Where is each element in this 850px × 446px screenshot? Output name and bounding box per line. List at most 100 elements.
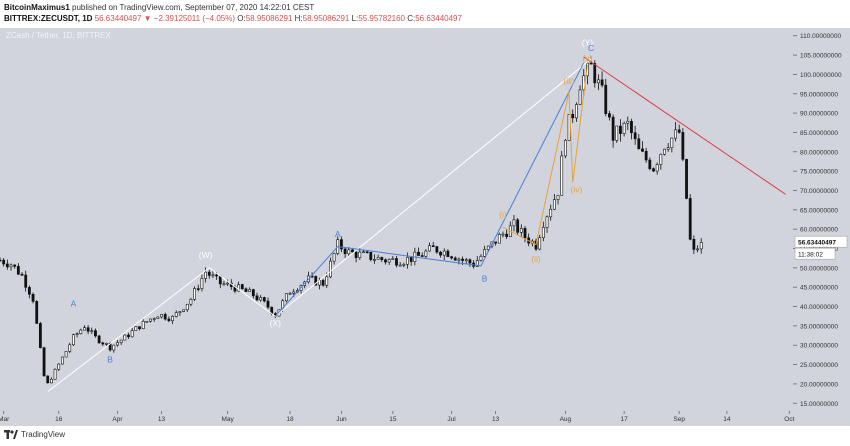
candle (134, 326, 138, 331)
candle (262, 296, 266, 303)
candle (659, 153, 663, 170)
candle-body (196, 288, 200, 290)
candle-body (42, 347, 46, 377)
candle (652, 167, 655, 173)
candle (251, 288, 255, 299)
candle-body (182, 309, 185, 312)
candle-body (556, 195, 560, 200)
candle (681, 128, 685, 162)
candle (314, 275, 318, 286)
tradingview-logo[interactable]: TradingView (4, 430, 65, 439)
candle-body (156, 316, 160, 319)
publish-info: published on TradingView.com, September … (72, 3, 315, 12)
candle-body (222, 283, 226, 286)
candle (189, 297, 193, 307)
candle-body (674, 129, 677, 139)
x-tick-label: Mar (0, 416, 10, 423)
candle (83, 325, 86, 331)
candle-body (127, 334, 130, 338)
candle (145, 320, 149, 323)
candle-body (240, 284, 244, 290)
candle-body (325, 276, 329, 286)
candle-body (185, 303, 189, 311)
candle (321, 278, 325, 287)
candle-body (442, 250, 446, 256)
candle (211, 270, 215, 278)
candle-body (61, 356, 64, 365)
x-tick-label: Aug (560, 416, 572, 423)
resistance-line[interactable] (583, 56, 786, 195)
candle-body (284, 293, 288, 302)
candle (549, 204, 553, 221)
candle (0, 257, 2, 262)
candle (373, 254, 376, 264)
candle (130, 327, 134, 338)
candle-body (75, 333, 79, 335)
candle (127, 332, 130, 339)
wave-line[interactable] (47, 58, 592, 393)
candle (123, 334, 127, 341)
candle (94, 328, 97, 338)
candle (626, 116, 630, 131)
candle (31, 292, 35, 304)
candle-body (354, 251, 358, 258)
candle (284, 293, 288, 303)
candle (72, 333, 75, 347)
wave-label: (Y) (582, 37, 594, 47)
candle (420, 252, 424, 257)
candle (630, 118, 633, 140)
x-tick-label: Apr (112, 416, 123, 423)
open-label: O: (237, 14, 246, 23)
candle-body (160, 314, 163, 318)
wave-line[interactable] (502, 64, 588, 246)
candle-body (652, 168, 655, 172)
candle-body (586, 62, 589, 77)
candle (167, 316, 171, 323)
y-tick-label: 70.00000000 (800, 188, 838, 195)
candle-body (332, 253, 336, 262)
candle-body (677, 129, 681, 133)
candle (384, 258, 387, 265)
y-tick-label: 100.00000000 (800, 72, 842, 79)
candle (101, 341, 105, 347)
candle (501, 231, 505, 238)
candle (516, 217, 520, 235)
candle-body (193, 288, 196, 300)
candle (395, 256, 398, 268)
author-name[interactable]: BitcoinMaximus1 (4, 3, 70, 12)
candle-body (68, 344, 72, 352)
wave-line[interactable] (274, 62, 585, 317)
candle (494, 241, 498, 246)
candle-body (343, 248, 347, 255)
candle-body (589, 62, 593, 65)
candle (446, 249, 450, 258)
candle-body (251, 289, 255, 297)
candle (244, 287, 248, 292)
candle (97, 334, 101, 344)
candle (193, 286, 196, 302)
candle (86, 325, 90, 335)
candle-body (314, 276, 318, 286)
wave-label: (i) (499, 210, 507, 220)
candle-body (123, 334, 127, 341)
price-chart[interactable]: ZCash / Tether, 1D, BITTREX (Y)C(v) (iii)… (0, 28, 850, 426)
candle-body (292, 291, 296, 294)
candle-body (362, 251, 365, 254)
candle (677, 124, 681, 134)
candle (563, 138, 567, 159)
candle (343, 246, 347, 259)
candle-body (619, 125, 622, 134)
x-tick-label: 13 (492, 416, 500, 423)
candle (670, 137, 674, 153)
open-value: 58.95086291 (245, 14, 293, 23)
candle (53, 368, 57, 380)
wave-label: A (71, 299, 77, 309)
x-axis-panel (0, 411, 793, 426)
candle-body (218, 275, 222, 285)
candle-body (365, 251, 369, 254)
candle (391, 256, 395, 260)
candle (497, 232, 501, 244)
candle (119, 339, 123, 345)
candle (329, 257, 332, 279)
candle (16, 263, 20, 275)
